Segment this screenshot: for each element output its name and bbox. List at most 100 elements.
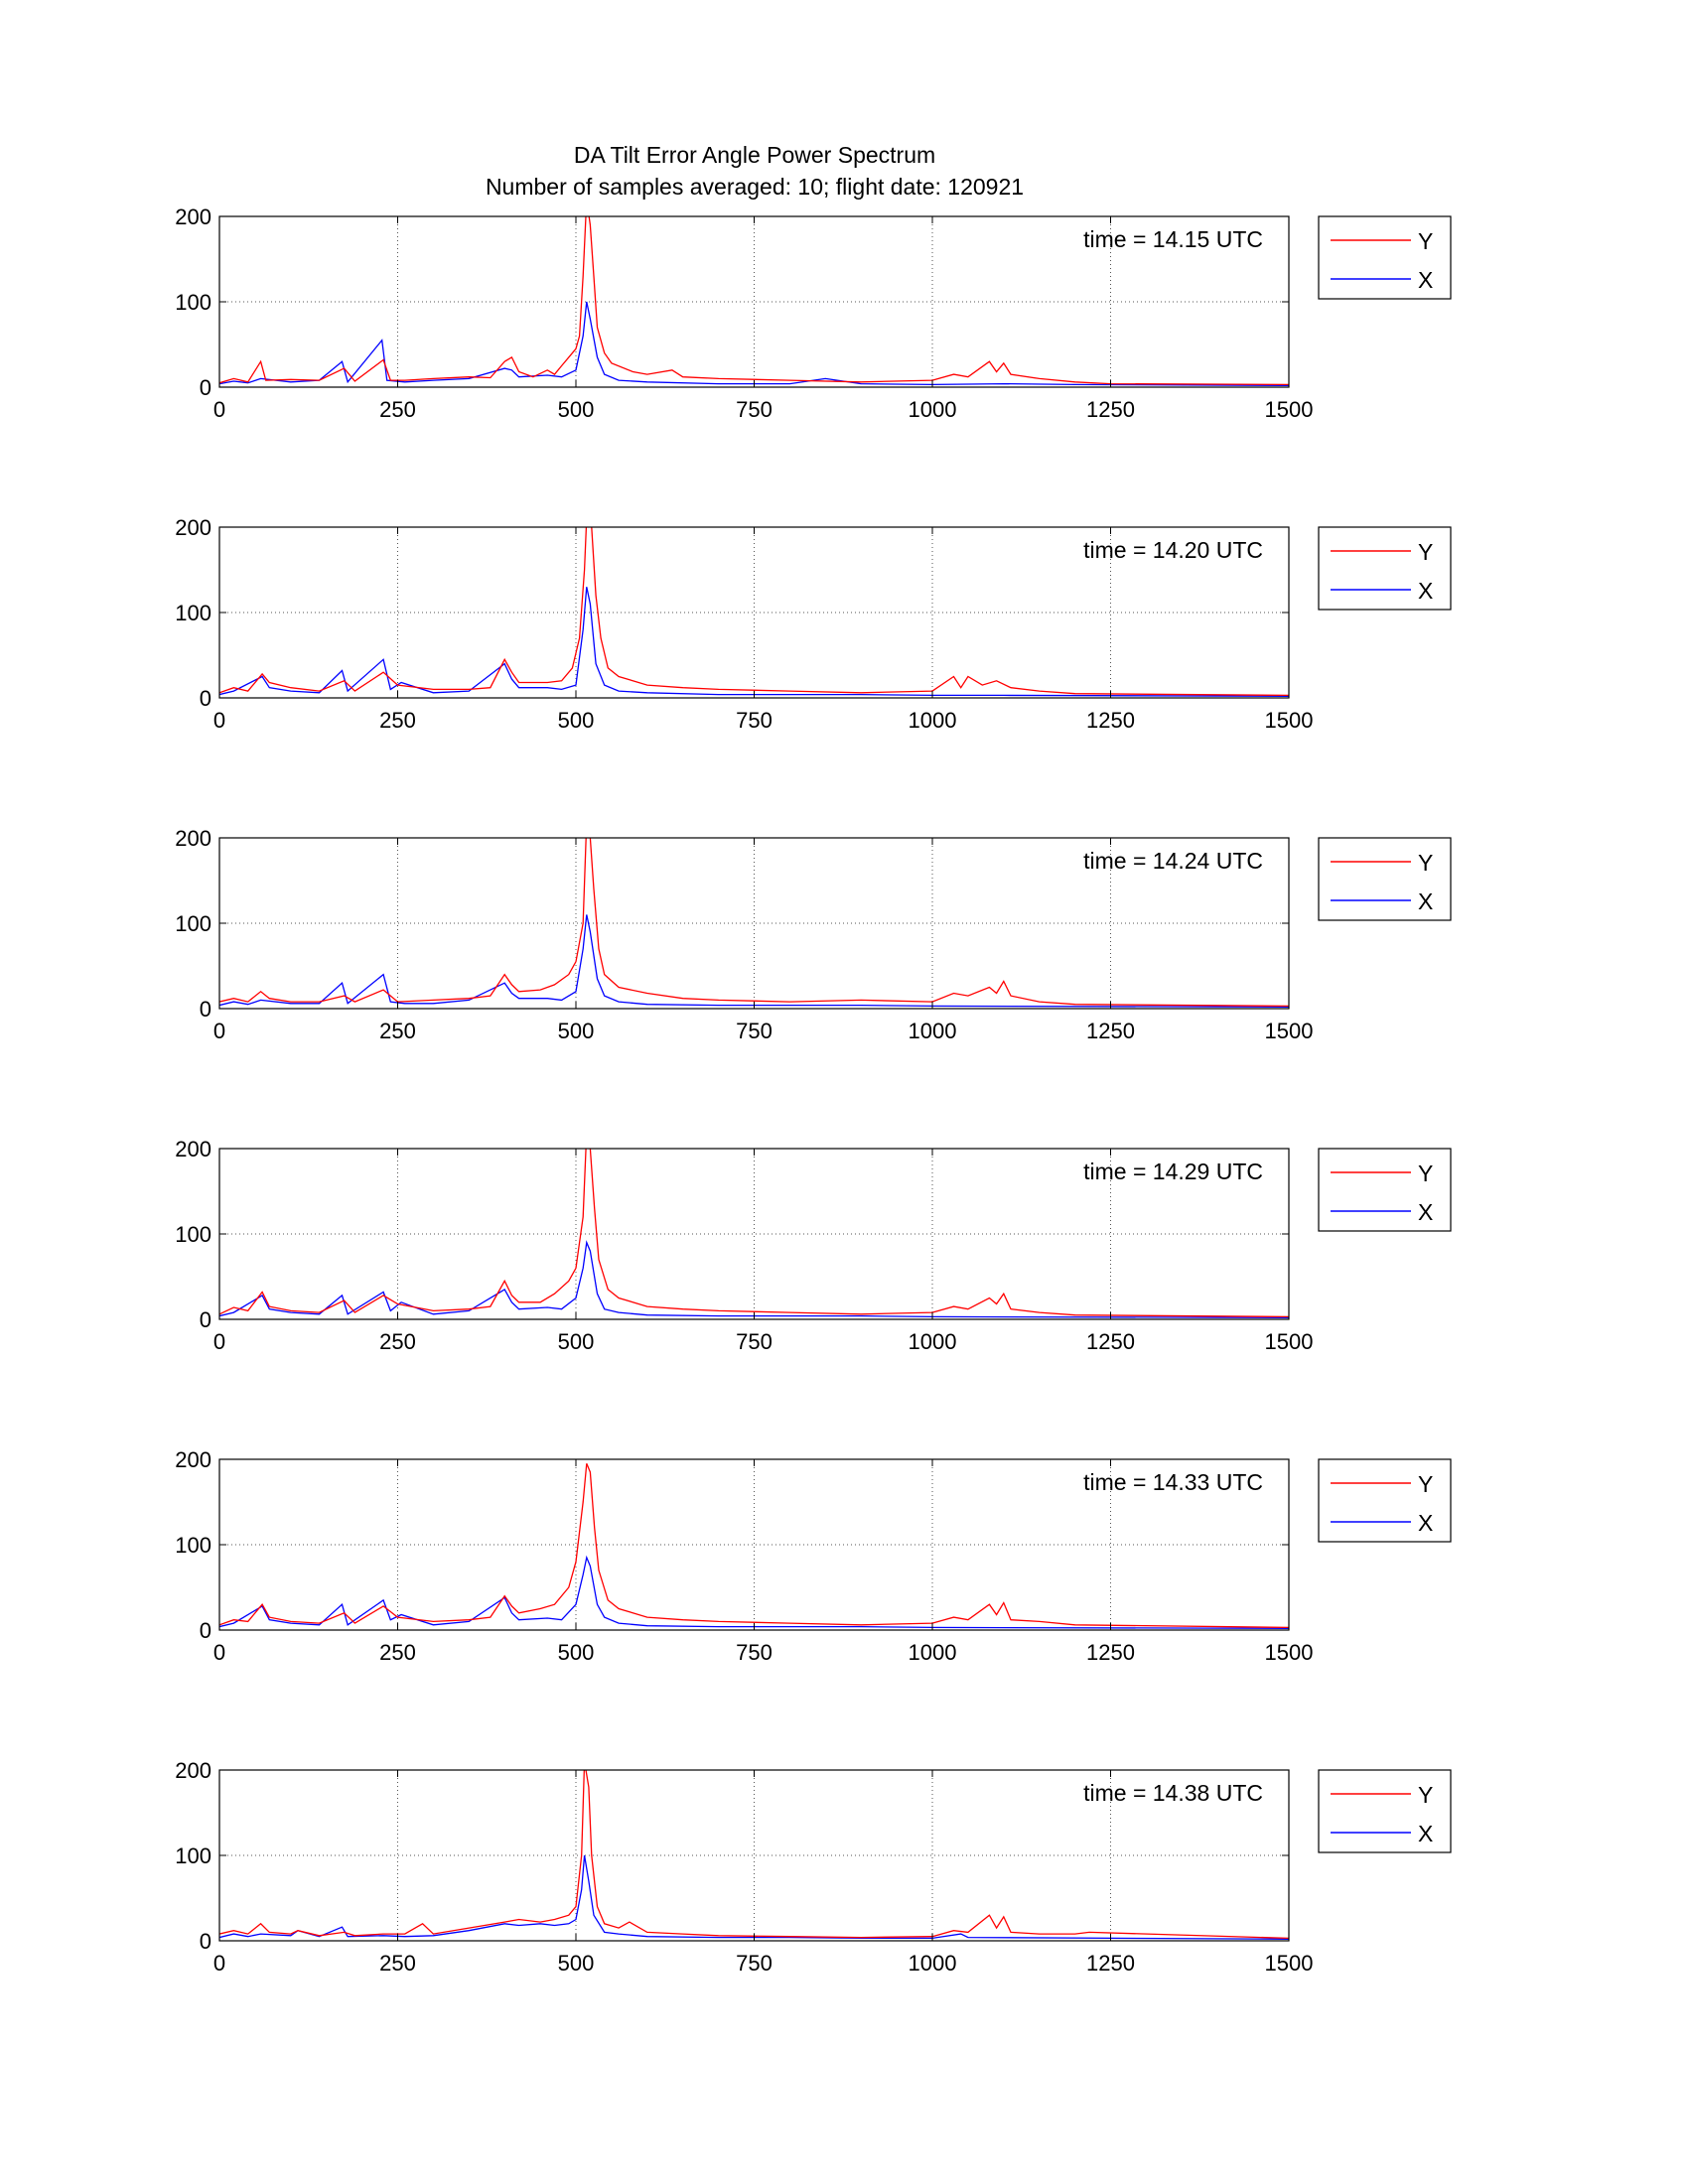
series-line-Y <box>219 1770 1289 1940</box>
legend-label: Y <box>1418 1471 1433 1497</box>
y-tick-label: 100 <box>175 1533 211 1558</box>
y-tick-label: 200 <box>175 1758 211 1783</box>
series-line-Y <box>219 527 1289 697</box>
x-tick-label: 1250 <box>1086 1951 1135 1976</box>
x-tick-label: 1000 <box>909 1951 957 1976</box>
legend-label: X <box>1418 1510 1433 1536</box>
y-tick-label: 200 <box>175 205 211 229</box>
series-line-X <box>219 1240 1289 1318</box>
x-tick-label: 0 <box>213 1019 225 1043</box>
series-line-Y <box>219 1463 1289 1629</box>
legend-label: Y <box>1418 1782 1433 1808</box>
y-tick-label: 0 <box>200 375 211 400</box>
legend-label: Y <box>1418 850 1433 876</box>
x-tick-label: 750 <box>736 1019 773 1043</box>
figure-title-line2: Number of samples averaged: 10; flight d… <box>485 174 1025 200</box>
legend: YX <box>1318 215 1452 300</box>
x-tick-label: 0 <box>213 1329 225 1354</box>
y-tick-label: 0 <box>200 1307 211 1332</box>
legend-label: Y <box>1418 228 1433 254</box>
x-tick-label: 750 <box>736 708 773 733</box>
x-tick-label: 1500 <box>1265 397 1314 422</box>
subplot-6: 0 250 500 750 1000 1250 1500 0 100 200 time = 14.3… <box>175 1758 1452 1976</box>
y-tick-label: 100 <box>175 1222 211 1247</box>
x-tick-label: 250 <box>379 1951 416 1976</box>
x-tick-label: 0 <box>213 397 225 422</box>
x-tick-label: 1000 <box>909 397 957 422</box>
y-tick-label: 200 <box>175 1447 211 1472</box>
x-tick-label: 1500 <box>1265 708 1314 733</box>
x-tick-label: 0 <box>213 708 225 733</box>
time-annotation: time = 14.29 UTC <box>1083 1159 1263 1184</box>
y-tick-label: 100 <box>175 1843 211 1868</box>
y-tick-label: 0 <box>200 1618 211 1643</box>
x-tick-label: 500 <box>558 708 595 733</box>
x-tick-label: 250 <box>379 397 416 422</box>
legend-label: X <box>1418 1199 1433 1225</box>
legend: YX <box>1318 1458 1452 1543</box>
y-tick-label: 200 <box>175 826 211 851</box>
subplot-4: 0 250 500 750 1000 1250 1500 0 100 200 time = 14.2… <box>175 1137 1452 1354</box>
x-tick-label: 1250 <box>1086 1019 1135 1043</box>
legend: YX <box>1318 837 1452 921</box>
x-tick-label: 1000 <box>909 1019 957 1043</box>
x-tick-label: 1000 <box>909 1329 957 1354</box>
x-tick-label: 1250 <box>1086 708 1135 733</box>
series-line-X <box>219 1555 1289 1629</box>
y-tick-label: 100 <box>175 601 211 625</box>
y-tick-label: 0 <box>200 1929 211 1954</box>
time-annotation: time = 14.20 UTC <box>1083 537 1263 563</box>
x-tick-label: 250 <box>379 708 416 733</box>
legend-label: X <box>1418 888 1433 914</box>
figure-title: DA Tilt Error Angle Power Spectrum Numbe… <box>0 139 1509 203</box>
y-tick-label: 200 <box>175 1137 211 1161</box>
figure-title-line1: DA Tilt Error Angle Power Spectrum <box>573 142 936 168</box>
x-tick-label: 500 <box>558 1019 595 1043</box>
subplot-2: 0 250 500 750 1000 1250 1500 0 100 200 time = 14.2… <box>175 515 1452 733</box>
x-tick-label: 1000 <box>909 708 957 733</box>
series-line-Y <box>219 216 1289 386</box>
legend: YX <box>1318 1769 1452 1853</box>
subplot-3: 0 250 500 750 1000 1250 1500 0 100 200 time = 14.2… <box>175 826 1452 1043</box>
legend-label: X <box>1418 267 1433 293</box>
x-tick-label: 250 <box>379 1640 416 1665</box>
subplot-1: 0 250 500 750 1000 1250 1500 0 100 200 time = 14.1… <box>175 205 1452 422</box>
legend-label: X <box>1418 578 1433 604</box>
x-tick-label: 750 <box>736 1951 773 1976</box>
x-tick-label: 1500 <box>1265 1640 1314 1665</box>
x-tick-label: 500 <box>558 1640 595 1665</box>
x-tick-label: 1000 <box>909 1640 957 1665</box>
legend-label: X <box>1418 1821 1433 1846</box>
time-annotation: time = 14.24 UTC <box>1083 848 1263 874</box>
x-tick-label: 250 <box>379 1019 416 1043</box>
x-tick-label: 1500 <box>1265 1329 1314 1354</box>
y-tick-label: 100 <box>175 290 211 315</box>
legend: YX <box>1318 1148 1452 1232</box>
x-tick-label: 500 <box>558 397 595 422</box>
series-line-Y <box>219 1149 1289 1318</box>
x-tick-label: 1250 <box>1086 1329 1135 1354</box>
y-tick-label: 0 <box>200 997 211 1022</box>
x-tick-label: 0 <box>213 1640 225 1665</box>
x-tick-label: 500 <box>558 1329 595 1354</box>
x-tick-label: 750 <box>736 1329 773 1354</box>
x-tick-label: 0 <box>213 1951 225 1976</box>
y-tick-label: 200 <box>175 515 211 540</box>
x-tick-label: 1250 <box>1086 397 1135 422</box>
legend-label: Y <box>1418 539 1433 565</box>
series-line-X <box>219 914 1289 1008</box>
y-tick-label: 100 <box>175 911 211 936</box>
x-tick-label: 250 <box>379 1329 416 1354</box>
x-tick-label: 750 <box>736 397 773 422</box>
x-tick-label: 750 <box>736 1640 773 1665</box>
x-tick-label: 1500 <box>1265 1951 1314 1976</box>
y-tick-label: 0 <box>200 686 211 711</box>
legend-label: Y <box>1418 1160 1433 1186</box>
x-tick-label: 500 <box>558 1951 595 1976</box>
time-annotation: time = 14.15 UTC <box>1083 226 1263 252</box>
series-line-Y <box>219 838 1289 1008</box>
x-tick-label: 1500 <box>1265 1019 1314 1043</box>
x-tick-label: 1250 <box>1086 1640 1135 1665</box>
legend: YX <box>1318 526 1452 611</box>
